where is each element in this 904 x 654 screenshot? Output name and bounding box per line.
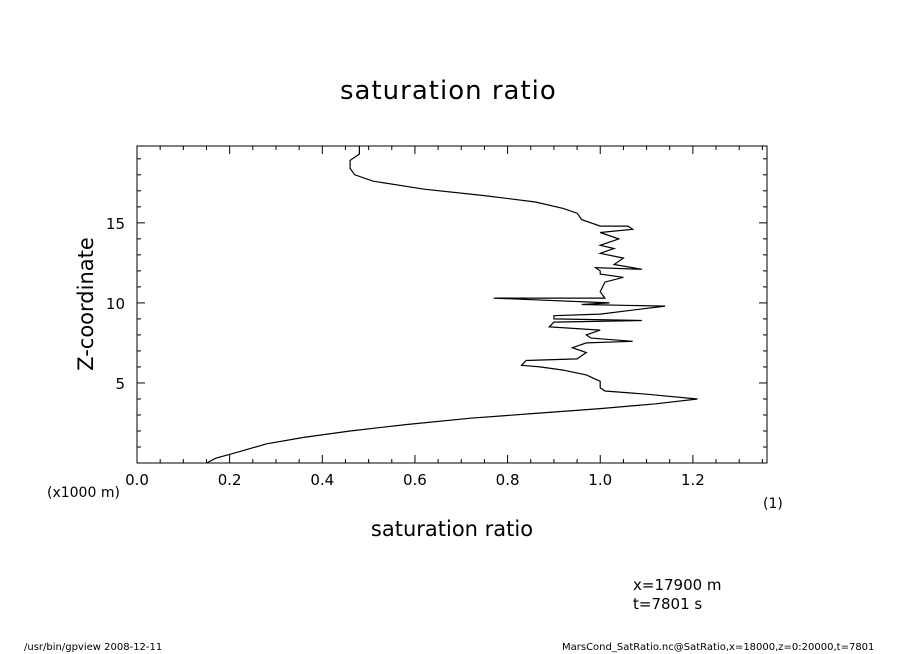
x-position-info: x=17900 m	[633, 576, 722, 594]
x-axis-unit: (1)	[763, 496, 783, 512]
y-axis: 5 10 15	[106, 158, 767, 448]
x-tick-label: 0.2	[218, 471, 242, 489]
x-tick-label: 0.6	[403, 471, 427, 489]
y-tick-label: 10	[106, 295, 125, 313]
x-tick-label: 0.8	[496, 471, 520, 489]
y-axis-label: Z-coordinate	[74, 237, 98, 371]
x-axis-label: saturation ratio	[371, 517, 533, 541]
footer-source: MarsCond_SatRatio.nc@SatRatio,x=18000,z=…	[562, 642, 875, 653]
footer-command: /usr/bin/gpview 2008-12-11	[24, 642, 163, 653]
x-tick-label: 0.4	[310, 471, 334, 489]
y-axis-unit: (x1000 m)	[47, 485, 120, 501]
chart-title: saturation ratio	[340, 76, 557, 106]
y-tick-label: 5	[115, 375, 125, 393]
plot-frame	[136, 145, 768, 464]
series-line	[206, 146, 698, 464]
x-axis: 0.0 0.2 0.4 0.6 0.8 1.0 1.2	[125, 146, 763, 489]
x-tick-label: 1.0	[588, 471, 612, 489]
x-tick-label: 1.2	[681, 471, 705, 489]
y-tick-label: 15	[106, 215, 125, 233]
time-info: t=7801 s	[633, 595, 703, 613]
x-tick-label: 0.0	[125, 471, 149, 489]
